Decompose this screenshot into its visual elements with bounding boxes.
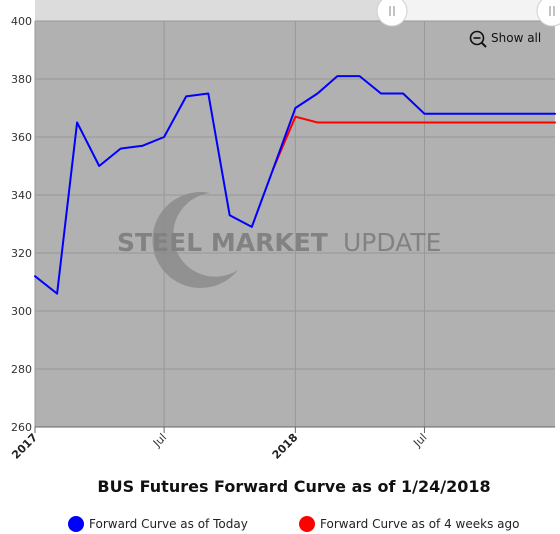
navigator-track[interactable] (35, 0, 392, 21)
legend-item-today[interactable]: Forward Curve as of Today (68, 516, 248, 532)
steel-market-update-watermark: STEEL MARKET UPDATE (117, 192, 441, 289)
grip-lines-icon[interactable] (389, 6, 395, 16)
grip-lines-icon[interactable] (549, 6, 555, 16)
legend-marker-today (68, 516, 84, 532)
x-tick-label: Jul (410, 431, 429, 450)
navigator-selected-range[interactable] (392, 0, 552, 21)
y-tick-label: 360 (11, 131, 32, 144)
show-all-label[interactable]: Show all (491, 31, 541, 45)
y-tick-label: 380 (11, 73, 32, 86)
y-tick-label: 320 (11, 247, 32, 260)
series-line-today[interactable] (34, 75, 556, 295)
show-all-button[interactable]: Show all (469, 30, 542, 48)
y-tick-label: 400 (11, 15, 32, 28)
zoom-out-icon[interactable] (469, 30, 487, 48)
series-line-four-weeks-ago[interactable] (272, 115, 556, 170)
x-tick-label: Jul (150, 431, 169, 450)
y-tick-label: 340 (11, 189, 32, 202)
range-navigator[interactable] (35, 0, 555, 22)
chart-title: BUS Futures Forward Curve as of 1/24/201… (97, 477, 490, 496)
y-tick-label: 280 (11, 363, 32, 376)
y-tick-label: 300 (11, 305, 32, 318)
legend-label-four-weeks-ago[interactable]: Forward Curve as of 4 weeks ago (320, 517, 519, 531)
x-tick-label: 2018 (270, 431, 301, 462)
x-axis: 2017 Jul 2018 Jul (9, 426, 555, 462)
series-layer (34, 75, 556, 295)
legend-item-four-weeks-ago[interactable]: Forward Curve as of 4 weeks ago (299, 516, 519, 532)
watermark-text-light: UPDATE (343, 228, 441, 257)
legend: Forward Curve as of Today Forward Curve … (68, 516, 519, 532)
navigator-left-handle[interactable] (376, 0, 408, 27)
legend-label-today[interactable]: Forward Curve as of Today (89, 517, 248, 531)
legend-marker-four-weeks-ago (299, 516, 315, 532)
watermark-swoosh (152, 192, 238, 289)
navigator-right-handle[interactable] (536, 0, 560, 27)
x-tick-label: 2017 (9, 431, 40, 462)
y-tick-label: 260 (11, 421, 32, 434)
y-axis: 260 280 300 320 340 360 380 400 (11, 15, 32, 434)
watermark-text-bold: STEEL MARKET (117, 228, 328, 257)
